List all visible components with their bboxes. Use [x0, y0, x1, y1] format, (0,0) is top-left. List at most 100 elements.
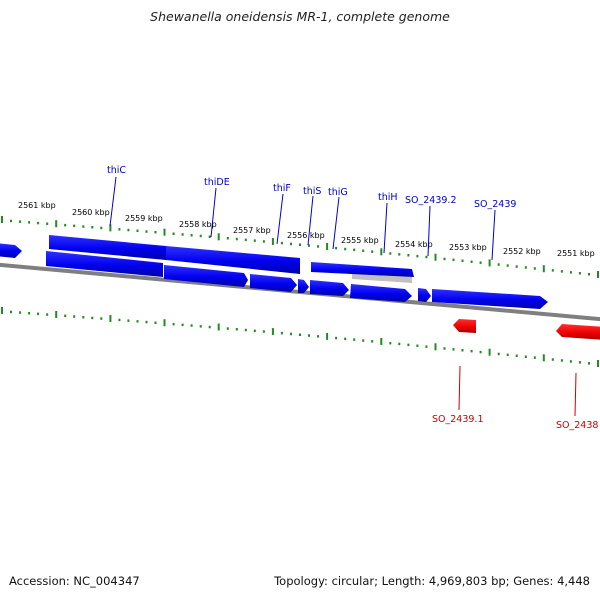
inner-track-minor-tick [172, 322, 175, 326]
outer-track-minor-tick [398, 253, 401, 256]
gene-thiC[interactable] [49, 235, 166, 260]
gene-block-2[interactable] [164, 265, 248, 287]
gene-left-edge[interactable] [0, 243, 22, 258]
gene-block-3[interactable] [250, 274, 297, 292]
outer-track-minor-tick [416, 254, 419, 258]
outer-track-major-tick [326, 243, 329, 250]
ruler-label-2559: 2559 kbp [125, 214, 163, 223]
outer-track-minor-tick [308, 244, 310, 247]
outer-track-minor-tick [64, 223, 67, 227]
inner-track-major-tick [597, 360, 599, 367]
gene-block-7[interactable] [418, 288, 431, 302]
inner-track-minor-tick [82, 316, 85, 319]
outer-track-minor-tick [506, 264, 509, 267]
inner-track-minor-tick [578, 361, 581, 364]
outer-track-minor-tick [226, 237, 229, 240]
forward-genes-inner[interactable] [46, 251, 548, 309]
gene-block-5[interactable] [310, 280, 349, 296]
outer-track-minor-tick [515, 265, 518, 268]
inner-track-minor-tick [353, 338, 356, 341]
inner-track-minor-tick [10, 310, 12, 314]
outer-track-minor-tick [190, 234, 193, 237]
inner-tick-track [1, 307, 599, 367]
inner-track-minor-tick [470, 349, 473, 353]
inner-track-minor-tick [127, 319, 130, 322]
gene-block-6[interactable] [350, 284, 412, 302]
inner-track-minor-tick [280, 331, 283, 335]
inner-track-minor-tick [533, 356, 536, 359]
outer-track-minor-tick [199, 234, 202, 238]
inner-track-minor-tick [235, 328, 238, 331]
gene-label-thiC: thiC [107, 165, 126, 176]
outer-track-minor-tick [353, 248, 356, 252]
ruler-label-2552: 2552 kbp [503, 247, 541, 256]
gene-thiC-part2[interactable] [166, 246, 300, 274]
ruler-label-2553: 2553 kbp [449, 243, 487, 252]
inner-track-minor-tick [479, 350, 482, 354]
inner-track-minor-tick [199, 325, 202, 328]
outer-track-minor-tick [136, 229, 139, 232]
ruler-labels: 2561 kbp 2560 kbp 2559 kbp 2558 kbp 2557… [18, 201, 595, 258]
gene-SO_2439.1[interactable] [453, 319, 476, 333]
outer-track-minor-tick [73, 224, 76, 228]
outer-track-minor-tick [290, 242, 292, 246]
gene-label-thiF: thiF [273, 183, 291, 194]
inner-track-minor-tick [362, 339, 365, 342]
outer-track-minor-tick [127, 228, 130, 232]
inner-track-minor-tick [497, 352, 500, 356]
gene-thiG[interactable] [311, 262, 414, 277]
reverse-genes[interactable] [453, 319, 600, 340]
outer-track-minor-tick [37, 221, 40, 225]
outer-track-minor-tick [569, 271, 572, 274]
gene-block-4[interactable] [298, 279, 309, 293]
gene-SO_2438[interactable] [556, 324, 600, 340]
outer-track-major-tick [163, 228, 166, 236]
inner-track-major-tick [542, 354, 545, 362]
outer-track-minor-tick [280, 241, 283, 245]
outer-track-minor-tick [362, 249, 365, 252]
gene-label-SO_2439: SO_2439 [474, 199, 516, 210]
outer-track-minor-tick [19, 220, 22, 223]
outer-track-minor-tick [118, 228, 121, 231]
inner-track-minor-tick [73, 315, 76, 318]
outer-track-minor-tick [443, 257, 446, 261]
outer-track-major-tick [488, 259, 491, 267]
gene-block-1[interactable] [46, 251, 163, 277]
inner-track-minor-tick [560, 359, 563, 362]
gene-block-8[interactable] [432, 289, 548, 309]
inner-track-major-tick [434, 343, 437, 351]
inner-track-minor-tick [262, 330, 265, 333]
outer-track-minor-tick [371, 250, 374, 253]
gene-label-thiH: thiH [378, 192, 398, 203]
inner-track-minor-tick [398, 342, 401, 346]
outer-track-minor-tick [533, 267, 536, 270]
gene-label-thiS: thiS [303, 186, 321, 197]
outer-track-minor-tick [407, 254, 410, 257]
inner-track-major-tick [55, 311, 58, 318]
outer-track-minor-tick [262, 240, 265, 243]
gene-label-SO_2438: SO_2438 [556, 420, 598, 431]
accession-text: Accession: NC_004347 [9, 574, 140, 588]
inner-track-minor-tick [317, 335, 320, 338]
map-title: Shewanella oneidensis MR-1, complete gen… [150, 9, 450, 24]
ruler-label-2560: 2560 kbp [72, 208, 110, 217]
outer-track-minor-tick [461, 259, 464, 262]
inner-track-minor-tick [551, 358, 554, 361]
outer-track-major-tick [434, 253, 437, 261]
ruler-label-2558: 2558 kbp [179, 220, 217, 229]
inner-track-minor-tick [253, 329, 256, 333]
inner-track-minor-tick [154, 321, 157, 324]
forward-genes-outer[interactable] [0, 235, 414, 283]
outer-track-minor-tick [145, 230, 148, 233]
ruler-label-2556: 2556 kbp [287, 231, 325, 240]
outer-track-major-tick [380, 248, 383, 256]
forward-gene-labels: thiC thiDE thiF thiS thiG thiH SO_2439.2… [107, 165, 516, 210]
inner-track-minor-tick [335, 336, 338, 340]
inner-track-minor-tick [181, 323, 184, 327]
outer-track-minor-tick [470, 260, 473, 263]
outer-track-major-tick [109, 224, 112, 232]
outer-track-minor-tick [479, 261, 482, 264]
inner-track-minor-tick [136, 320, 139, 323]
inner-track-minor-tick [64, 314, 67, 318]
